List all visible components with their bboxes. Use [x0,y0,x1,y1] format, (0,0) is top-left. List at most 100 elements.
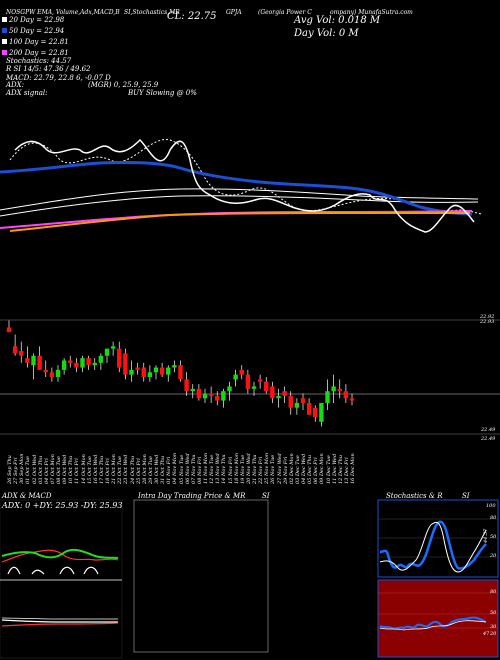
avg-volume: Avg Vol: 0.018 M [294,15,381,26]
candle-body [55,369,61,377]
candle-body [147,372,153,377]
macd-line [1,619,118,623]
stoch-current-value: 44.57 [483,528,489,543]
legend-ema20-text: 20 Day = 22.98 [9,16,65,24]
legend-buy-signal: BUY Slowing @ 0% [128,89,197,97]
legend-ema50-swatch [2,28,7,33]
candle-body [349,398,355,401]
price-label-mid: 22.49 [481,427,496,433]
candle-body [80,358,85,368]
adx-lines [1,548,119,627]
candle-body [31,355,36,366]
candle-body [202,393,208,399]
candle-body [19,351,24,356]
candle-body [276,395,281,399]
candle-body [135,367,140,370]
candle-body [300,398,306,403]
stoch-tick-20: 20 [490,553,497,559]
candle-body [86,358,91,366]
legend-adx: ADX: [6,81,25,89]
stoch-d-line [379,521,487,573]
candle-body [208,393,214,396]
stoch-tick-100: 100 [486,503,496,509]
header-title: NOSGPW EMA, Volume,Adx,MACD,B [6,9,120,16]
price-label-bottom: 22.49 [481,436,496,442]
adx-values: ADX: 0 +DY: 25.93 -DY: 25.93 [2,501,123,510]
candle-body [98,355,104,363]
intra-panel-frame [133,499,269,653]
candle-body [141,367,146,377]
candle-body [49,372,55,377]
legend-adx-signal: ADX signal: [6,89,48,97]
adx-white-line [7,566,99,575]
legend-mgr: (MGR) 0, 25.9, 25.9 [88,81,159,89]
candle-body [37,355,42,370]
candle-body [270,386,275,399]
candle-body [110,346,116,349]
candle-body [117,348,122,368]
rsi-tick-30: 30 [490,624,497,630]
candle-body [288,395,293,408]
candle-body [43,369,48,373]
candles-group [6,320,355,427]
rsi-tick-20: 20 [490,631,497,637]
candle-body [153,367,159,373]
stoch-panel-frame [377,499,499,578]
candle-body [227,386,232,392]
candle-body [184,379,189,392]
candle-body [331,386,336,392]
candle-body [25,358,30,363]
intra-panel-title: Intra Day Trading Price & MR [138,492,246,500]
candle-body [6,327,12,333]
candle-body [282,391,287,396]
candle-body [166,367,171,375]
legend-ema200-text: 200 Day = 22.81 [9,49,69,57]
adx-panel-title: ADX & MACD [2,492,52,500]
adx-minus-di-line [1,548,119,559]
candle-body [215,395,220,401]
candle-body [313,407,318,418]
candle-body [190,388,195,392]
candle-body [239,369,244,375]
orange-line [9,211,470,232]
legend-ema100-swatch [2,39,7,44]
intra-panel-si: SI [262,492,270,500]
candle-body [74,362,79,368]
price-label-top-2: 22.93 [480,319,495,325]
legend-ema50-text: 50 Day = 22.94 [9,27,65,35]
candle-body [233,374,238,380]
company-name-2: ompany) MunafaSutra.com [330,9,413,16]
legend-ema100-text: 100 Day = 22.81 [9,38,69,46]
stoch-panel-title: Stochastics & R [386,492,443,500]
candle-body [159,367,165,375]
legend-ema20-swatch [2,17,7,22]
candle-body [337,388,342,392]
candle-body [172,365,177,368]
candle-body [251,386,257,389]
candle-body [12,346,18,354]
candle-body [92,362,97,366]
ema50-line [0,161,473,216]
candle-body [123,353,128,375]
candle-body [129,369,134,375]
adx-plus-di-line [1,549,119,563]
rsi-line [379,616,487,630]
stoch-panel-si: SI [462,492,470,500]
rsi-current-value: 47 [483,631,490,637]
stoch-tick-80: 80 [490,515,497,521]
symbol-label: GPJA [226,9,242,16]
header-title-b: SI,Stochastics,MR [124,9,180,16]
candle-body [68,360,73,363]
legend-ema200-swatch [2,50,7,55]
candle-body [343,391,349,399]
ema-lines [0,138,483,233]
legend-macd: MACD: 22.79, 22.8 6, -0.07 D [6,74,111,82]
stoch-tick-50: 50 [490,534,497,540]
candle-body [294,402,300,408]
rsi-tick-80: 80 [490,589,497,595]
candle-body [306,402,312,415]
legend-ema20: 20 Day = 22.98 [2,16,64,24]
candle-body [319,402,324,422]
close-price-label: CL: 22.75 [167,11,217,22]
